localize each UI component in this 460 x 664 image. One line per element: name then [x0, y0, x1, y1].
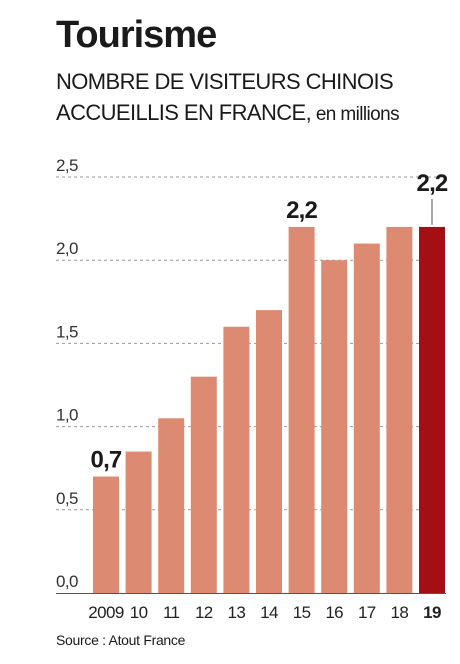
- x-tick-label: 15: [293, 603, 311, 622]
- bar: [256, 310, 282, 593]
- bar: [353, 243, 380, 593]
- x-tick-label: 13: [228, 603, 246, 622]
- x-tick-label: 17: [358, 603, 376, 622]
- y-tick-label: 0,5: [56, 489, 78, 508]
- bar: [386, 226, 413, 594]
- data-label: 0,7: [91, 447, 122, 474]
- y-tick-label: 0,0: [56, 572, 78, 591]
- y-tick-label: 1,0: [56, 406, 78, 425]
- y-tick-label: 2,5: [56, 156, 78, 175]
- bar: [158, 418, 185, 593]
- chart-title: Tourisme: [56, 14, 217, 56]
- subtitle-unit: en millions: [311, 104, 400, 125]
- x-tick-label: 10: [130, 603, 148, 622]
- x-tick-label: 14: [260, 603, 278, 622]
- x-tick-label: 16: [325, 603, 343, 622]
- data-label: 2,2: [417, 170, 448, 197]
- subtitle-main: NOMBRE DE VISITEURS CHINOIS ACCUEILLIS E…: [56, 69, 394, 125]
- y-tick-label: 1,5: [56, 322, 78, 341]
- chart-subtitle: NOMBRE DE VISITEURS CHINOIS ACCUEILLIS E…: [56, 66, 446, 130]
- x-tick-label: 12: [195, 603, 213, 622]
- bar: [190, 376, 217, 593]
- bar: [419, 226, 445, 594]
- bar: [125, 451, 152, 593]
- bar: [223, 326, 250, 593]
- x-tick-label: 18: [391, 603, 409, 622]
- y-tick-label: 2,0: [56, 239, 78, 258]
- x-tick-label: 19: [423, 603, 441, 622]
- bar: [93, 476, 119, 593]
- x-tick-label: 11: [163, 603, 180, 622]
- data-label: 2,2: [286, 197, 317, 224]
- bar: [288, 226, 315, 594]
- x-tick-label: 2009: [88, 603, 124, 622]
- bar: [321, 260, 348, 593]
- source-note: Source : Atout France: [56, 632, 186, 648]
